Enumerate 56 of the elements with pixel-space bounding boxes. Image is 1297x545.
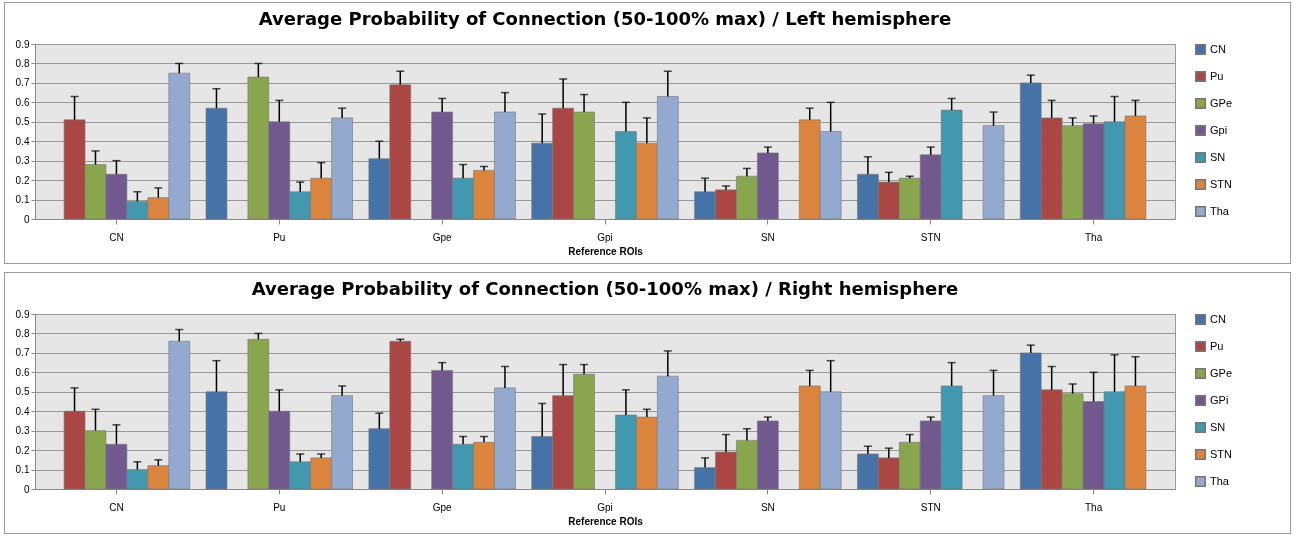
y-tick-label: 0.6 xyxy=(15,96,30,108)
y-tick-label: 0.9 xyxy=(15,308,30,320)
x-tick-label: Tha xyxy=(1084,501,1103,513)
y-tick-label: 0.8 xyxy=(15,327,30,339)
y-tick-label: 0.2 xyxy=(15,444,30,456)
legend-label: CN xyxy=(1210,42,1226,55)
legend-label: STN xyxy=(1210,177,1233,190)
y-tick-label: 0.4 xyxy=(15,135,30,147)
y-tick-label: 0.3 xyxy=(15,155,30,167)
chart-title: Average Probability of Connection (50-100% max) / Left hemisphere xyxy=(258,8,952,29)
y-tick-label: 0.7 xyxy=(15,347,30,359)
y-tick-label: 0.7 xyxy=(15,77,30,89)
bar xyxy=(982,395,1005,490)
x-tick-label: Gpi xyxy=(597,501,613,513)
legend-label: CN xyxy=(1210,312,1226,325)
x-axis-title: Reference ROIs xyxy=(568,245,644,257)
legend-label: SN xyxy=(1210,150,1226,163)
y-tick-label: 0.1 xyxy=(15,464,30,476)
x-tick-label: SN xyxy=(760,231,775,243)
legend-label: STN xyxy=(1210,447,1233,460)
legend-label: GPe xyxy=(1210,366,1233,379)
y-tick-label: 0.6 xyxy=(15,366,30,378)
legend-label: Gpi xyxy=(1210,123,1228,136)
x-tick-label: Gpe xyxy=(432,231,453,243)
x-tick-label: Gpe xyxy=(432,501,453,513)
x-tick-label: SN xyxy=(760,501,775,513)
x-tick-label: Tha xyxy=(1084,231,1103,243)
y-tick-label: 0.4 xyxy=(15,405,30,417)
x-tick-label: CN xyxy=(109,501,124,513)
bar xyxy=(982,125,1005,220)
y-tick-label: 0.3 xyxy=(15,425,30,437)
y-tick-label: 0.5 xyxy=(15,386,30,398)
legend-label: Pu xyxy=(1210,339,1224,352)
y-tick-label: 0.5 xyxy=(15,116,30,128)
x-tick-label: Gpi xyxy=(597,231,613,243)
y-tick-label: 0.2 xyxy=(15,174,30,186)
legend-label: GPe xyxy=(1210,96,1233,109)
legend-label: SN xyxy=(1210,420,1226,433)
y-tick-label: 0 xyxy=(23,483,30,495)
x-tick-label: CN xyxy=(109,231,124,243)
x-tick-label: Pu xyxy=(273,501,286,513)
x-tick-label: Pu xyxy=(273,231,286,243)
legend-label: GPi xyxy=(1210,393,1229,406)
legend-label: Tha xyxy=(1210,204,1230,217)
legend-label: Pu xyxy=(1210,69,1224,82)
x-tick-label: STN xyxy=(920,501,941,513)
bar xyxy=(205,107,228,220)
y-tick-label: 0.1 xyxy=(15,194,30,206)
chart-title: Average Probability of Connection (50-100% max) / Right hemisphere xyxy=(251,278,959,299)
x-axis-title: Reference ROIs xyxy=(568,515,644,527)
y-tick-label: 0.8 xyxy=(15,57,30,69)
y-tick-label: 0 xyxy=(23,213,30,225)
y-tick-label: 0.9 xyxy=(15,38,30,50)
bar xyxy=(205,391,228,490)
x-tick-label: STN xyxy=(920,231,941,243)
legend-label: Tha xyxy=(1210,474,1230,487)
